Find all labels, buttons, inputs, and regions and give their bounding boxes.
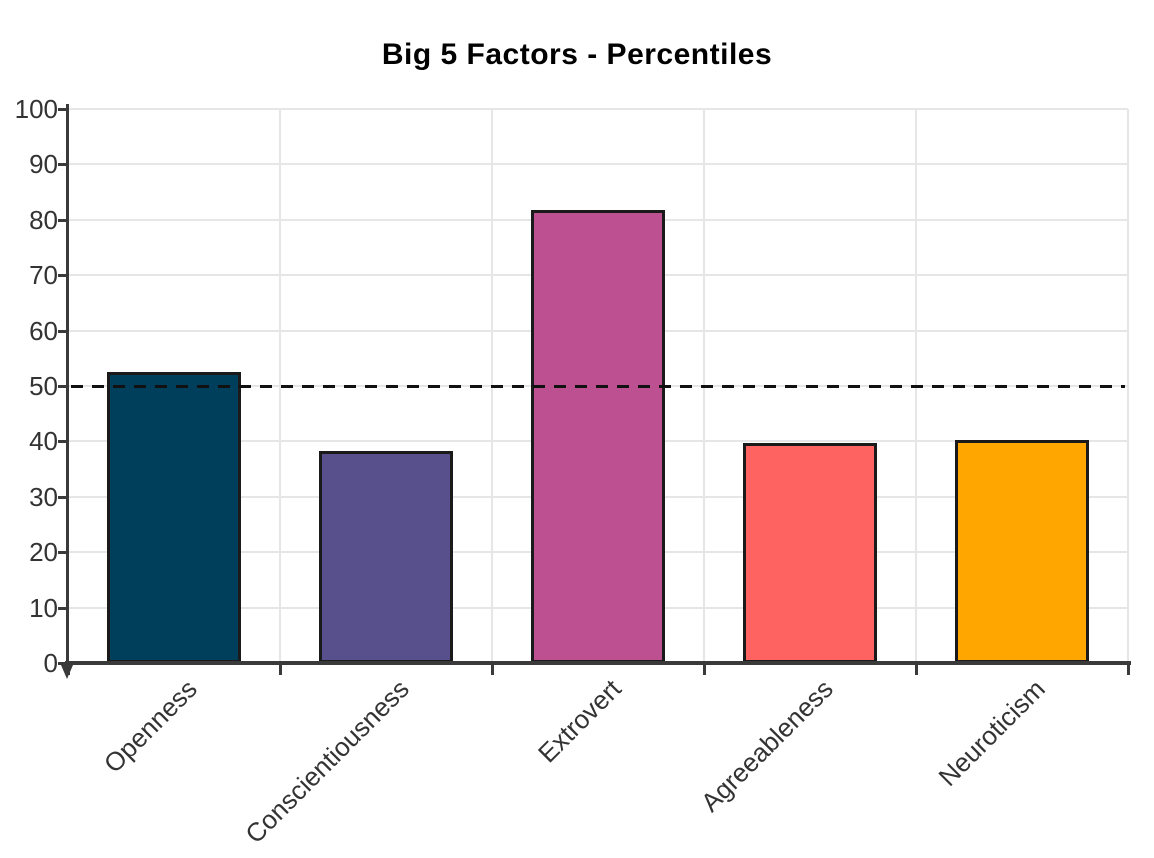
y-tick-mark: [58, 440, 67, 443]
y-tick-label: 100: [14, 94, 58, 124]
y-axis-line: [66, 104, 69, 665]
x-axis-line: [65, 661, 1131, 665]
x-tick-mark: [279, 665, 282, 675]
y-tick-mark: [58, 108, 67, 111]
y-tick-label: 50: [29, 371, 58, 401]
v-gridline: [1127, 109, 1129, 663]
y-tick-mark: [58, 219, 67, 222]
y-tick-mark: [58, 607, 67, 610]
y-tick-label: 10: [29, 593, 58, 623]
chart-title: Big 5 Factors - Percentiles: [381, 38, 773, 71]
bar-conscientiousness: [319, 451, 453, 663]
y-tick-mark: [58, 551, 67, 554]
x-tick-mark: [1127, 665, 1130, 675]
x-axis-label-neuroticism: Neuroticism: [932, 673, 1051, 792]
y-tick-label: 40: [29, 426, 58, 456]
y-tick-mark: [58, 163, 67, 166]
y-tick-label: 0: [43, 648, 58, 678]
x-tick-mark: [67, 665, 70, 675]
x-axis-label-conscientiousness: Conscientiousness: [239, 673, 415, 850]
x-axis-label-openness: Openness: [97, 673, 203, 779]
y-tick-label: 30: [29, 482, 58, 512]
x-tick-mark: [703, 665, 706, 675]
y-tick-mark: [58, 274, 67, 277]
y-tick-label: 90: [29, 149, 58, 179]
h-gridline: [68, 163, 1128, 165]
bar-agreeableness: [743, 443, 877, 663]
y-tick-label: 80: [29, 205, 58, 235]
bar-neuroticism: [955, 440, 1089, 663]
x-tick-mark: [915, 665, 918, 675]
y-tick-mark: [58, 385, 67, 388]
h-gridline: [68, 108, 1128, 110]
y-tick-mark: [58, 496, 67, 499]
x-axis-label-extrovert: Extrovert: [532, 673, 627, 769]
bar-extrovert: [531, 210, 665, 663]
y-tick-mark: [58, 330, 67, 333]
x-tick-mark: [491, 665, 494, 675]
y-tick-mark: [58, 662, 67, 665]
y-tick-label: 60: [29, 316, 58, 346]
y-tick-label: 20: [29, 537, 58, 567]
y-tick-label: 70: [29, 260, 58, 290]
bar-openness: [107, 372, 241, 663]
reference-line-50: [71, 385, 1125, 388]
x-axis-label-agreeableness: Agreeableness: [694, 673, 839, 818]
